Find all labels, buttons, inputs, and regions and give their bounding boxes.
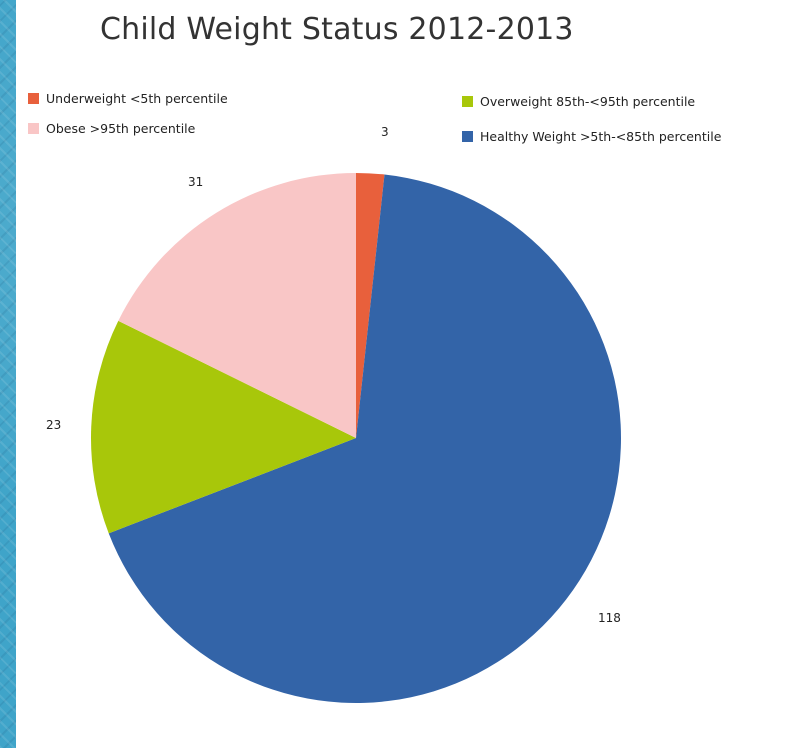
legend-label-underweight: Underweight <5th percentile (46, 91, 228, 106)
data-label-overweight: 23 (46, 418, 61, 432)
data-label-underweight: 3 (381, 125, 389, 139)
data-label-healthy-weight: 118 (598, 611, 621, 625)
legend-item-healthy-weight: Healthy Weight >5th-<85th percentile (462, 129, 721, 144)
data-label-obese: 31 (188, 175, 203, 189)
legend-swatch-healthy-weight (462, 131, 473, 142)
legend-label-obese: Obese >95th percentile (46, 121, 196, 136)
legend-swatch-obese (28, 123, 39, 134)
legend-label-healthy-weight: Healthy Weight >5th-<85th percentile (480, 129, 722, 144)
legend-label-overweight: Overweight 85th-<95th percentile (480, 94, 696, 109)
pie-slice-underweight (356, 173, 385, 438)
chart-title: Child Weight Status 2012-2013 (100, 12, 574, 47)
legend-item-obese: Obese >95th percentile (28, 121, 195, 136)
legend-swatch-overweight (462, 96, 473, 107)
pie-slice-obese (118, 173, 356, 438)
pie-slice-healthy-weight (108, 174, 621, 704)
pie-slice-overweight (90, 320, 356, 534)
legend-swatch-underweight (28, 93, 39, 104)
legend-item-underweight: Underweight <5th percentile (28, 91, 228, 106)
legend-item-overweight: Overweight 85th-<95th percentile (462, 94, 695, 109)
